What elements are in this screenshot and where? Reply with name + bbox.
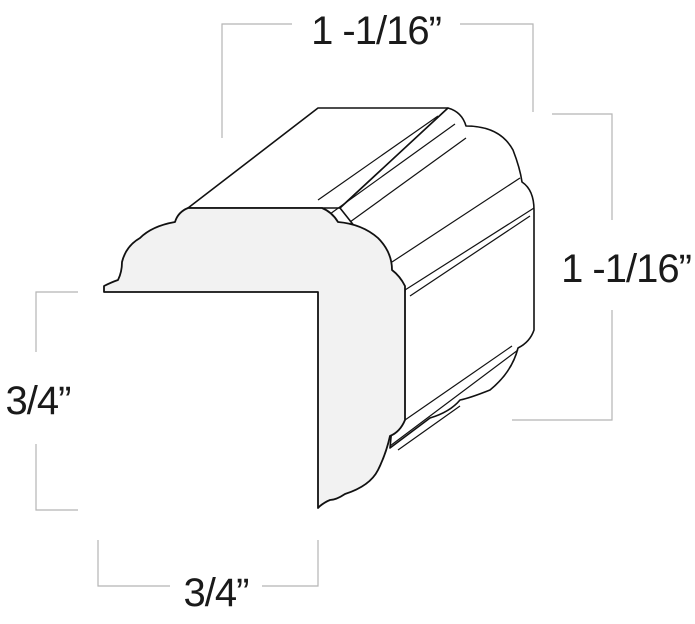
left-dimension-line-top bbox=[35, 291, 78, 352]
right-dimension-line-bottom bbox=[512, 310, 613, 421]
side-contour-line-1 bbox=[391, 177, 521, 263]
bottom-width-label: 3/4” bbox=[184, 571, 249, 615]
left-dimension-line-bottom bbox=[35, 444, 78, 511]
bottom-dimension-line-right bbox=[262, 540, 319, 587]
right-height-label: 1 -1/16” bbox=[561, 247, 691, 291]
profile-face bbox=[103, 207, 406, 509]
dimension-lines bbox=[35, 23, 613, 587]
top-groove-line-3 bbox=[349, 137, 467, 223]
right-dimension-line-top bbox=[552, 113, 613, 220]
side-contour-line-2 bbox=[404, 207, 535, 291]
side-contour-line-5 bbox=[389, 349, 519, 447]
top-groove-line-1 bbox=[317, 115, 439, 201]
left-height-label: 3/4” bbox=[6, 379, 71, 423]
top-dimension-line-right bbox=[460, 23, 534, 112]
side-contour-line-6 bbox=[397, 405, 461, 451]
top-width-label: 1 -1/16” bbox=[311, 9, 441, 53]
side-contour-line-3 bbox=[409, 215, 531, 297]
top-dimension-line-left bbox=[221, 23, 292, 138]
side-contour-line-4 bbox=[404, 345, 513, 421]
top-groove-line-2 bbox=[329, 123, 456, 215]
bottom-dimension-line-left bbox=[97, 540, 170, 587]
moulding-body bbox=[187, 107, 535, 451]
